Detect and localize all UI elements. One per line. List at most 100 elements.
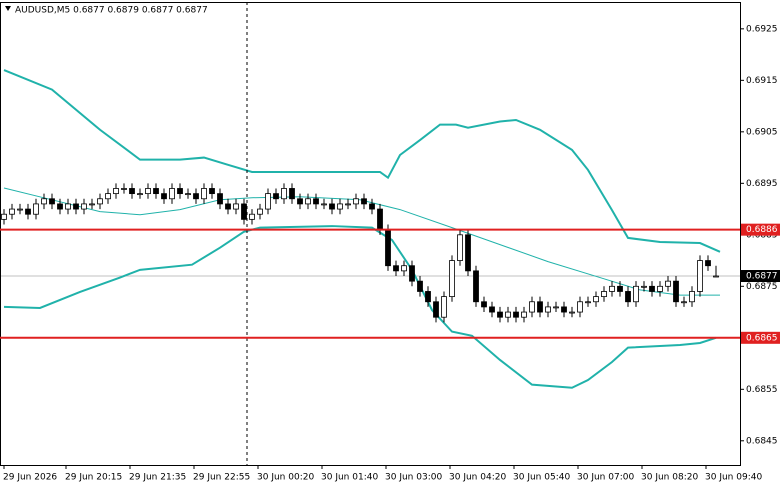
x-tick-label: 30 Jun 08:20: [641, 473, 698, 483]
candle-body: [417, 280, 423, 292]
candle-body: [473, 270, 479, 303]
candle-body: [529, 301, 535, 313]
level-label: 0.6886: [746, 225, 778, 235]
candle-body: [353, 198, 359, 205]
chart-title: AUDUSD,M5 0.6877 0.6879 0.6877 0.6877: [15, 6, 208, 16]
candle-body: [49, 198, 55, 205]
candle-body: [569, 311, 575, 314]
candle-body: [249, 213, 255, 220]
x-tick-label: 30 Jun 01:40: [321, 473, 378, 483]
candle-body: [257, 208, 263, 215]
candle-body: [241, 203, 247, 220]
candle-body: [521, 311, 527, 318]
level-tag: [741, 223, 780, 236]
candle-body: [305, 198, 311, 205]
candle-body: [465, 234, 471, 272]
candle-body: [449, 260, 455, 298]
candle-body: [489, 306, 495, 313]
candle-body: [185, 193, 191, 196]
candle-body: [297, 198, 303, 205]
candle-body: [457, 234, 463, 261]
x-tick-label: 29 Jun 21:35: [129, 473, 186, 483]
candle-body: [433, 301, 439, 318]
candle-body: [145, 188, 151, 195]
candle-body: [561, 306, 567, 313]
candle-body: [393, 265, 399, 272]
candle-body: [137, 193, 143, 196]
candle-body: [193, 193, 199, 200]
candle-body: [17, 208, 23, 211]
candle-body: [209, 188, 215, 195]
candle-body: [81, 203, 87, 210]
candle-body: [633, 285, 639, 303]
candle-body: [649, 285, 655, 292]
candle-body: [65, 203, 71, 210]
candle-body: [377, 208, 383, 231]
x-tick-label: 29 Jun 22:55: [193, 473, 250, 483]
candle-body: [713, 275, 719, 278]
candle-body: [321, 203, 327, 206]
candle-body: [625, 291, 631, 303]
x-tick-label: 30 Jun 03:00: [385, 473, 442, 483]
level-tag: [741, 331, 780, 344]
candle-body: [105, 193, 111, 200]
y-tick-label: 0.6875: [746, 282, 778, 292]
candle-body: [425, 291, 431, 303]
level-label: 0.6865: [746, 333, 778, 343]
candle-body: [665, 280, 671, 287]
candle-body: [97, 198, 103, 205]
candle-body: [89, 203, 95, 206]
candle-body: [121, 188, 127, 190]
x-tick-label: 30 Jun 00:20: [257, 473, 314, 483]
candle-body: [225, 203, 231, 210]
candle-body: [441, 296, 447, 318]
x-tick-label: 30 Jun 05:40: [513, 473, 570, 483]
candle-body: [657, 285, 663, 292]
candle-body: [505, 311, 511, 318]
candle-body: [585, 301, 591, 304]
price-label: 0.6877: [746, 272, 778, 282]
candle-body: [345, 203, 351, 206]
candle-body: [609, 285, 615, 292]
candle-body: [705, 260, 711, 267]
candle-body: [617, 285, 623, 292]
y-tick-label: 0.6895: [746, 179, 778, 189]
candle-body: [553, 306, 559, 309]
candle-body: [273, 193, 279, 200]
candle-body: [601, 291, 607, 298]
y-tick-label: 0.6905: [746, 127, 778, 137]
candle-body: [361, 198, 367, 205]
candle-body: [41, 198, 47, 205]
candle-body: [161, 193, 167, 200]
y-tick-label: 0.6845: [746, 436, 778, 446]
y-tick-label: 0.6915: [746, 76, 778, 86]
price-tag: [741, 270, 780, 283]
candle-body: [313, 198, 319, 205]
candle-body: [169, 188, 175, 200]
candle-body: [329, 203, 335, 210]
candle-body: [497, 311, 503, 318]
candle-body: [73, 203, 79, 210]
candle-body: [385, 229, 391, 267]
candle-body: [577, 301, 583, 313]
x-tick-label: 30 Jun 04:20: [449, 473, 506, 483]
band-line: [3, 69, 721, 253]
candle-body: [689, 291, 695, 303]
candle-body: [201, 188, 207, 200]
candle-body: [545, 306, 551, 313]
candle-body: [673, 280, 679, 303]
candle-body: [233, 203, 239, 210]
candle-body: [217, 193, 223, 205]
candle-body: [57, 203, 63, 210]
candle-body: [401, 265, 407, 272]
plot-frame: [0, 2, 741, 466]
x-tick-label: 29 Jun 2026: [3, 473, 57, 483]
candle-body: [129, 188, 135, 195]
y-tick-label: 0.6855: [746, 385, 778, 395]
candle-body: [537, 301, 543, 313]
candle-body: [9, 208, 15, 215]
candle-body: [113, 188, 119, 195]
candle-body: [481, 301, 487, 308]
candle-body: [25, 208, 31, 215]
